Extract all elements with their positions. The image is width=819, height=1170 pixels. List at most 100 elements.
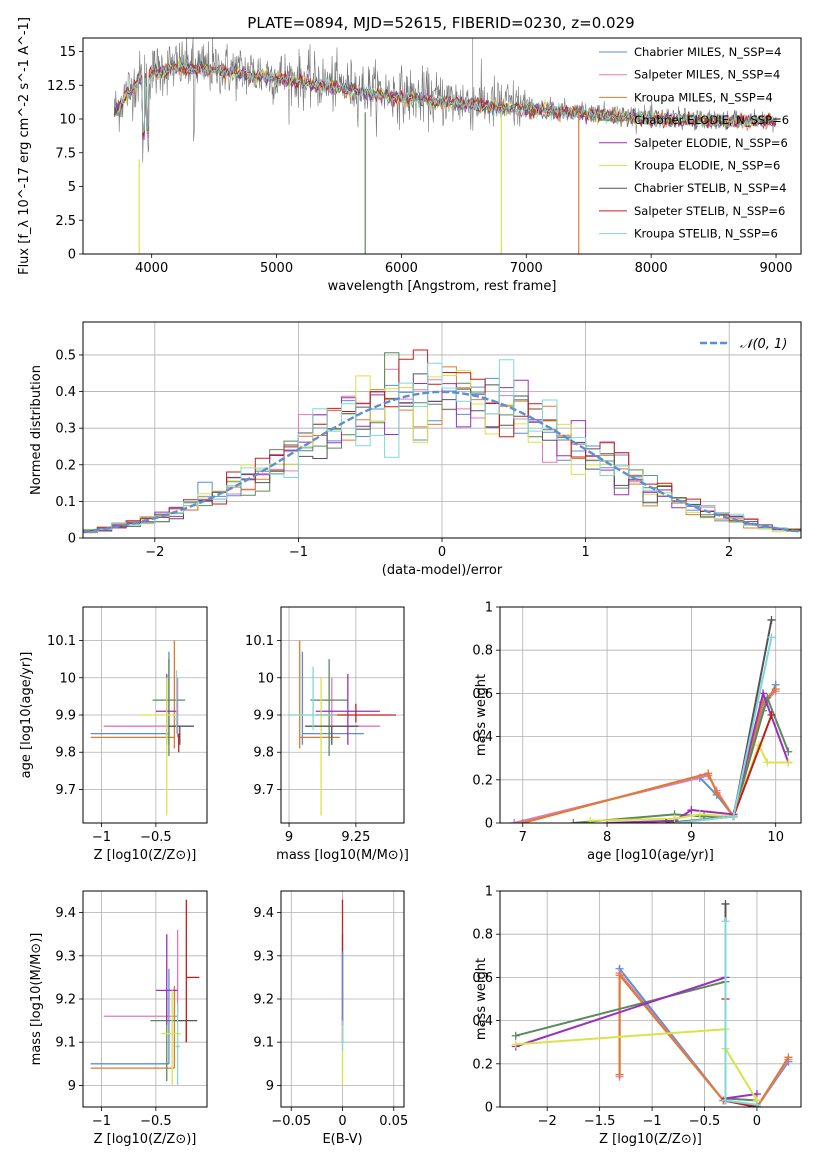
x-axis-label: mass [log10(M/M⊙)]	[276, 848, 409, 863]
axes-frame	[499, 606, 802, 824]
x-tick-label: −0.5	[689, 1114, 721, 1129]
y-tick-label: 0.4	[55, 385, 76, 400]
panel-age-vs-mass: 9 9.25 9.7 9.8 9.9 10 10.1 mass [log10(M/M⊙)]	[245, 606, 409, 863]
x-tick-label: 10	[767, 830, 784, 845]
plot-area	[113, 38, 777, 254]
spectrum-legend: Chabrier MILES, N_SSP=4 Salpeter MILES, N…	[599, 45, 789, 241]
y-tick-label: 1	[485, 885, 493, 900]
legend-label-1: Salpeter MILES, N_SSP=4	[634, 68, 780, 82]
panel-mass-vs-EBV: −0.05 0 0.05 9 9.1 9.2 9.3 9.4 E(B-V)	[253, 890, 408, 1147]
x-tick-label: −1	[92, 1114, 111, 1129]
weight-line-8	[724, 921, 758, 1106]
y-tick-label: 0.2	[55, 458, 76, 473]
x-axis-label: (data-model)/error	[382, 563, 503, 578]
x-tick-label: 7000	[510, 261, 543, 276]
weight-marker	[569, 819, 578, 823]
x-tick-label: −2	[145, 545, 164, 560]
y-tick-label: 9	[266, 1079, 274, 1094]
y-tick-label: 9.1	[55, 1036, 76, 1051]
x-tick-label: 8	[603, 830, 611, 845]
weight-marker	[771, 685, 780, 694]
y-tick-label: 9.3	[253, 949, 274, 964]
x-axis-label: wavelength [Angstrom, rest frame]	[328, 279, 557, 294]
y-tick-label: 9.4	[55, 906, 76, 921]
weight-marker	[615, 1070, 624, 1079]
x-tick-label: 0	[753, 1114, 761, 1129]
panel-massweight-vs-Z: −2 −1.5 −1 −0.5 0 0 0.2 0.4 0.6 0.8 1 Z [log10(Z/Z⊙…	[472, 885, 802, 1147]
weight-marker	[767, 615, 776, 624]
y-axis-label: mass weight	[474, 958, 489, 1040]
legend-label-5: Kroupa ELODIE, N_SSP=6	[634, 159, 780, 173]
y-tick-label: 0.2	[472, 1057, 493, 1072]
y-tick-label: 0.6	[472, 687, 493, 702]
weight-marker	[784, 758, 793, 767]
normal-curve	[83, 390, 801, 533]
x-axis-label: age [log10(age/yr)]	[587, 848, 714, 863]
spectrum-model-8	[114, 61, 777, 133]
x-tick-label: −1.5	[584, 1114, 616, 1129]
weight-marker	[510, 819, 519, 823]
weight-marker	[687, 806, 696, 815]
y-tick-label: 9.8	[55, 746, 76, 761]
x-tick-label: 1	[581, 545, 589, 560]
y-axis-label: Normed distribution	[29, 365, 44, 495]
weight-line-7	[724, 999, 758, 1107]
histogram-8	[83, 359, 801, 533]
weight-marker	[721, 917, 730, 926]
axes-frame	[82, 321, 802, 539]
weight-marker	[511, 1040, 520, 1049]
weight-marker	[767, 711, 776, 719]
weight-line-3	[573, 694, 790, 823]
axes-frame	[82, 890, 208, 1108]
x-tick-label: 0	[438, 545, 446, 560]
x-axis-label: E(B-V)	[322, 1132, 362, 1147]
y-tick-label: 9.7	[55, 783, 76, 798]
y-tick-label: 7.5	[55, 146, 76, 161]
x-tick-label: 9	[687, 830, 695, 845]
y-tick-label: 10.1	[245, 634, 274, 649]
weight-line-1	[618, 970, 790, 1107]
legend-label-7: Salpeter STELIB, N_SSP=6	[634, 204, 785, 218]
x-tick-label: −0.5	[140, 1114, 172, 1129]
legend-label-6: Chabrier STELIB, N_SSP=4	[634, 181, 786, 195]
weight-marker	[729, 812, 738, 821]
y-tick-label: 0.6	[472, 971, 493, 986]
x-tick-label: −2	[538, 1114, 557, 1129]
y-tick-label: 12.5	[47, 79, 76, 94]
x-tick-label: 6000	[385, 261, 418, 276]
x-tick-label: −1	[92, 830, 111, 845]
axes-frame	[280, 606, 405, 824]
axes-frame	[82, 606, 208, 824]
y-tick-label: 9.2	[55, 993, 76, 1008]
y-tick-label: 15	[59, 45, 76, 60]
weight-line-4	[607, 689, 790, 823]
legend-label-3: Chabrier ELODIE, N_SSP=6	[634, 113, 789, 127]
legend-label-2: Kroupa MILES, N_SSP=4	[634, 90, 773, 104]
y-tick-label: 0.4	[472, 1014, 493, 1029]
panel-age-vs-Z: −1 −0.5 9.7 9.8 9.9 10 10.1 Z [log10(Z/Z⊙)] age …	[19, 606, 208, 863]
weight-marker	[767, 633, 776, 642]
weight-marker	[670, 819, 679, 823]
y-tick-label: 9.7	[253, 783, 274, 798]
y-tick-label: 0	[485, 1101, 493, 1116]
axes-frame	[499, 890, 802, 1108]
axes-frame	[280, 890, 405, 1108]
plot-area	[83, 349, 801, 534]
legend-label-4: Salpeter ELODIE, N_SSP=6	[634, 136, 788, 150]
y-tick-label: 10.1	[47, 634, 76, 649]
weight-line-5	[515, 1028, 758, 1102]
x-tick-label: 0	[338, 1114, 346, 1129]
plot-area	[289, 640, 396, 816]
weight-line-2	[618, 972, 790, 1107]
y-tick-label: 10	[257, 671, 274, 686]
panel-mass-vs-Z: −1 −0.5 9 9.1 9.2 9.3 9.4 Z [log10(Z/Z⊙)] mass […	[29, 890, 208, 1147]
x-tick-label: −1	[289, 545, 308, 560]
y-tick-label: 9.1	[253, 1036, 274, 1051]
x-tick-label: −0.5	[140, 830, 172, 845]
y-tick-label: 9.3	[55, 949, 76, 964]
y-axis-label: age [log10(age/yr)]	[19, 652, 34, 779]
y-axis-label: mass weight	[474, 674, 489, 756]
panel-spectrum: 4000 5000 6000 7000 8000 9000 0 2.5 5 7.5 10 12.5 15…	[17, 17, 802, 294]
y-tick-label: 0.2	[472, 773, 493, 788]
y-tick-label: 5	[68, 180, 76, 195]
